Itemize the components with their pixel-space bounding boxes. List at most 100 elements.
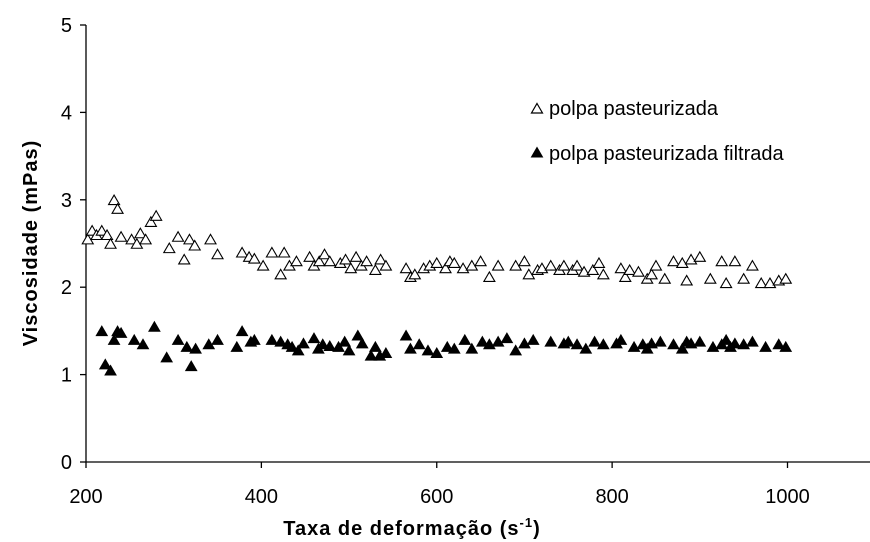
data-point-pasteurizada — [111, 202, 125, 214]
data-point-pasteurizada — [430, 256, 444, 269]
data-point-pasteurizada — [618, 270, 632, 283]
data-point-pasteurizada — [323, 255, 337, 267]
data-point-filtrada — [342, 344, 356, 356]
data-point-filtrada — [500, 332, 514, 344]
data-point-pasteurizada — [399, 262, 413, 274]
data-point-filtrada — [570, 338, 584, 350]
data-point-filtrada — [746, 335, 759, 347]
data-point-filtrada — [265, 333, 279, 345]
data-point-pasteurizada — [596, 268, 610, 280]
data-point-pasteurizada — [474, 255, 488, 267]
data-point-filtrada — [338, 335, 352, 347]
data-point-filtrada — [412, 338, 426, 350]
data-point-filtrada — [544, 335, 558, 347]
data-point-filtrada — [458, 333, 472, 345]
data-point-filtrada — [369, 340, 382, 352]
data-point-filtrada — [235, 325, 249, 337]
data-point-pasteurizada — [649, 259, 663, 271]
data-point-pasteurizada — [188, 239, 202, 251]
data-point-filtrada — [104, 364, 117, 376]
data-point-filtrada — [779, 340, 793, 352]
data-point-pasteurizada — [349, 250, 363, 262]
data-point-pasteurizada — [544, 259, 558, 271]
data-point-pasteurizada — [592, 256, 606, 269]
data-point-filtrada — [136, 338, 150, 350]
data-point-pasteurizada — [577, 265, 591, 277]
legend: polpa pasteurizada polpa pasteurizada fi… — [530, 98, 784, 165]
data-point-pasteurizada — [368, 263, 382, 276]
data-point-filtrada — [351, 329, 365, 341]
y-tick-label: 5 — [61, 15, 72, 37]
data-point-pasteurizada — [737, 272, 751, 284]
data-point-filtrada — [98, 358, 112, 370]
data-point-pasteurizada — [104, 237, 118, 249]
data-point-filtrada — [399, 329, 413, 341]
data-point-filtrada — [421, 344, 435, 356]
data-point-filtrada — [285, 340, 299, 352]
data-point-pasteurizada — [517, 255, 531, 267]
data-point-pasteurizada — [312, 255, 326, 267]
data-point-pasteurizada — [557, 259, 571, 271]
data-point-filtrada — [706, 340, 720, 352]
data-point-filtrada — [645, 337, 658, 349]
data-point-filtrada — [509, 344, 523, 356]
data-point-pasteurizada — [149, 209, 163, 221]
data-point-filtrada — [247, 333, 261, 345]
data-point-filtrada — [404, 342, 417, 354]
x-tick-label: 1000 — [765, 486, 810, 508]
x-axis-title-superscript: -1 — [520, 515, 534, 530]
axis-ticks — [80, 24, 789, 468]
data-point-filtrada — [430, 347, 444, 358]
data-point-pasteurizada — [162, 242, 176, 254]
data-point-filtrada — [202, 338, 216, 350]
data-point-pasteurizada — [693, 250, 707, 262]
data-point-filtrada — [114, 326, 128, 338]
data-point-pasteurizada — [211, 248, 224, 260]
x-axis-title-main: Taxa de deformação (s — [283, 518, 519, 540]
legend-label-polpa-pasteurizada: polpa pasteurizada — [549, 98, 719, 120]
data-point-pasteurizada — [344, 262, 358, 274]
data-point-pasteurizada — [614, 262, 628, 274]
data-point-pasteurizada — [235, 246, 249, 258]
data-point-filtrada — [364, 349, 378, 361]
data-point-filtrada — [447, 342, 461, 354]
data-point-filtrada — [440, 340, 454, 352]
data-point-filtrada — [148, 320, 161, 332]
x-tick-label: 600 — [420, 486, 453, 508]
data-point-filtrada — [171, 333, 185, 345]
data-point-filtrada — [759, 340, 772, 352]
data-point-pasteurizada — [763, 276, 777, 289]
data-point-pasteurizada — [95, 224, 109, 236]
data-point-filtrada — [728, 337, 742, 349]
data-point-pasteurizada — [408, 268, 422, 280]
data-point-pasteurizada — [667, 255, 680, 267]
data-point-filtrada — [684, 337, 698, 349]
data-point-pasteurizada — [204, 233, 217, 245]
data-point-pasteurizada — [114, 230, 128, 242]
x-tick-label: 200 — [69, 486, 102, 508]
data-point-pasteurizada — [144, 215, 158, 227]
data-point-filtrada — [719, 333, 733, 345]
data-point-pasteurizada — [623, 263, 637, 276]
y-tick-label: 3 — [61, 190, 72, 212]
y-tick-label: 1 — [61, 365, 72, 387]
data-point-pasteurizada — [703, 272, 717, 284]
data-point-filtrada — [588, 335, 601, 347]
data-point-pasteurizada — [303, 250, 317, 262]
data-point-pasteurizada — [645, 268, 659, 280]
legend-marker-open-triangle — [530, 102, 544, 114]
data-point-pasteurizada — [684, 253, 698, 265]
data-point-pasteurizada — [658, 272, 672, 284]
legend-marker-filled-triangle — [530, 146, 544, 158]
data-point-filtrada — [475, 335, 489, 347]
y-tick-label: 4 — [61, 102, 72, 124]
data-point-filtrada — [596, 338, 610, 350]
data-point-pasteurizada — [379, 259, 393, 271]
data-point-pasteurizada — [491, 259, 505, 271]
axis-tick-labels: 0 1 2 3 4 5 200 400 600 800 1000 — [61, 15, 810, 508]
data-point-pasteurizada — [265, 246, 279, 258]
data-point-pasteurizada — [81, 233, 95, 245]
data-point-pasteurizada — [715, 255, 729, 267]
data-point-pasteurizada — [277, 246, 291, 258]
